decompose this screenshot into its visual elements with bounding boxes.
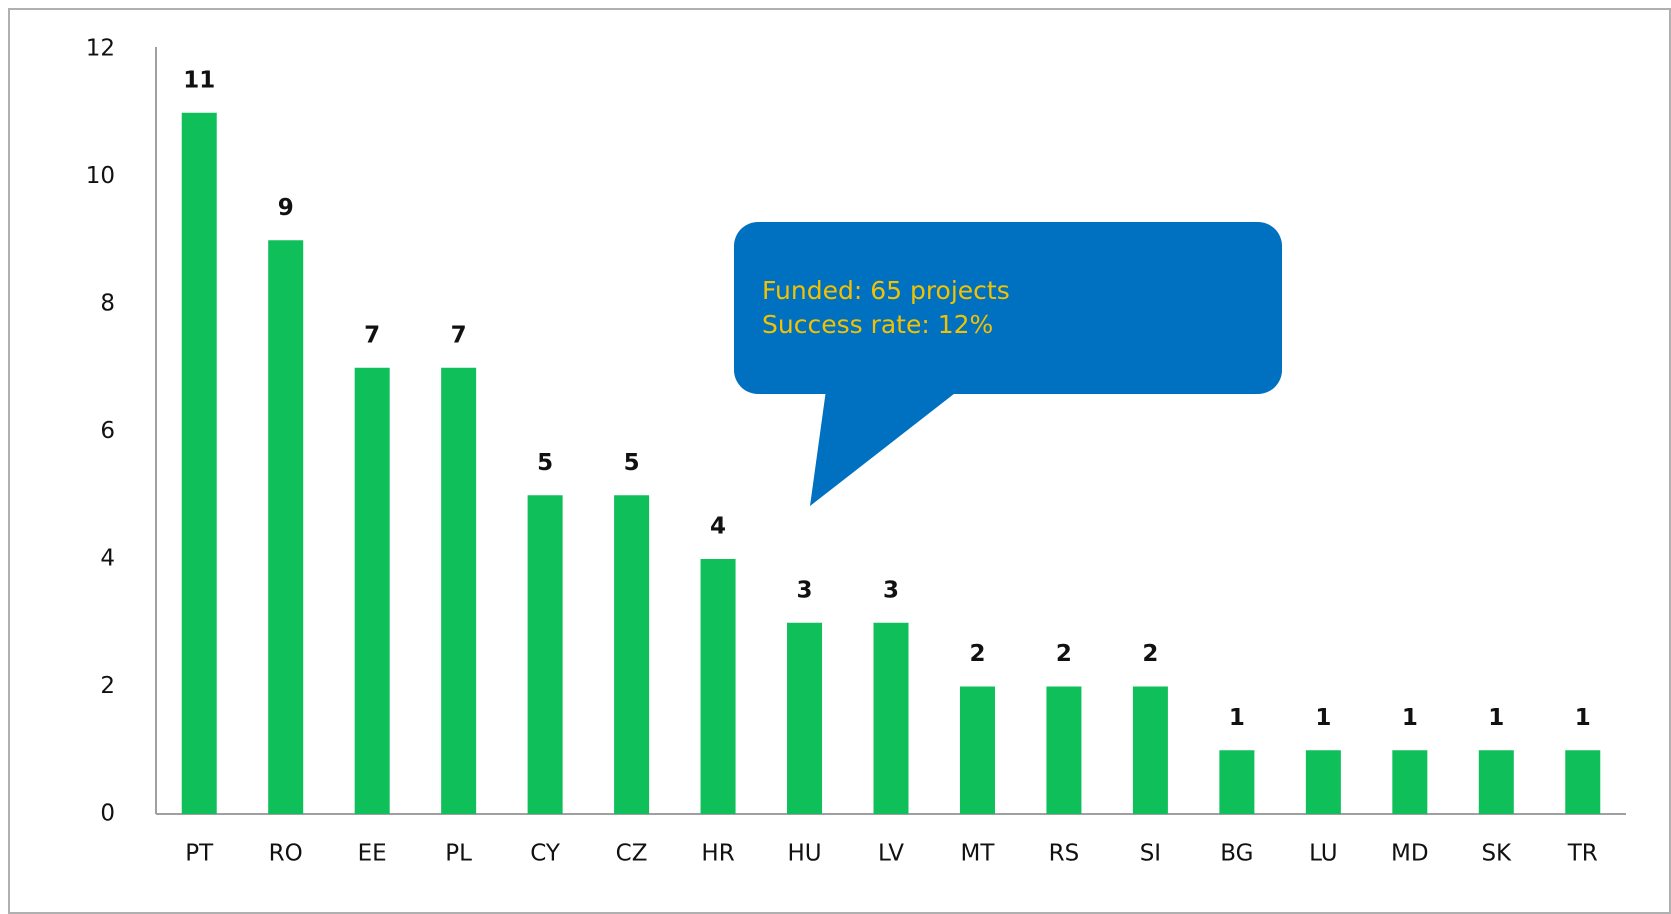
data-label: 7	[364, 322, 380, 348]
data-label: 5	[624, 450, 640, 476]
bar	[614, 495, 650, 814]
x-tick-label: RS	[1049, 841, 1080, 867]
x-tick-label: CZ	[616, 841, 648, 867]
x-tick-label: HU	[787, 841, 821, 867]
data-label: 11	[183, 67, 215, 93]
x-tick-label: HR	[701, 841, 734, 867]
x-tick-label: LV	[878, 841, 904, 867]
y-tick-label: 8	[100, 291, 115, 317]
x-tick-label: SK	[1481, 841, 1512, 867]
x-tick-label: RO	[269, 841, 303, 867]
x-tick-label: PT	[185, 841, 214, 867]
callout-tail	[810, 390, 959, 506]
y-tick-label: 4	[100, 546, 115, 572]
bar	[1478, 750, 1514, 814]
y-tick-label: 0	[100, 801, 115, 827]
data-label: 3	[797, 577, 813, 603]
bar	[1132, 686, 1168, 814]
data-label: 1	[1575, 705, 1591, 731]
x-tick-label: MD	[1391, 841, 1429, 867]
data-label: 4	[710, 514, 726, 540]
bar	[1046, 686, 1082, 814]
x-tick-label: BG	[1220, 841, 1253, 867]
x-tick-label: LU	[1309, 841, 1338, 867]
data-label: 2	[1142, 641, 1158, 667]
data-label: 1	[1402, 705, 1418, 731]
bar	[700, 559, 736, 814]
x-tick-label: TR	[1567, 841, 1598, 867]
annotation-line: Success rate: 12%	[762, 310, 993, 339]
y-tick-label: 2	[100, 673, 115, 699]
y-tick-label: 12	[86, 36, 115, 62]
data-label: 2	[969, 641, 985, 667]
data-label: 1	[1315, 705, 1331, 731]
bar	[787, 622, 823, 814]
bar	[1305, 750, 1341, 814]
data-label: 2	[1056, 641, 1072, 667]
data-label: 3	[883, 577, 899, 603]
frame	[8, 8, 1671, 914]
bar	[268, 240, 304, 814]
bar	[354, 367, 390, 814]
bar	[1565, 750, 1601, 814]
x-tick-label: CY	[530, 841, 561, 867]
x-tick-label: MT	[961, 841, 996, 867]
x-tick-label: EE	[358, 841, 387, 867]
bar	[959, 686, 995, 814]
y-tick-label: 10	[86, 163, 115, 189]
data-label: 1	[1488, 705, 1504, 731]
x-tick-label: SI	[1140, 841, 1161, 867]
annotation-line: Funded: 65 projects	[762, 276, 1010, 305]
bar	[873, 622, 909, 814]
callout-box	[734, 222, 1282, 394]
callout: Funded: 65 projects Success rate: 12%	[734, 222, 1282, 506]
bar	[527, 495, 563, 814]
x-tick-label: PL	[445, 841, 472, 867]
bar	[1219, 750, 1255, 814]
bar	[181, 112, 217, 814]
data-label: 1	[1229, 705, 1245, 731]
bar	[1392, 750, 1428, 814]
y-tick-label: 6	[100, 418, 115, 444]
bar	[441, 367, 477, 814]
data-label: 7	[451, 322, 467, 348]
data-label: 9	[278, 195, 294, 221]
data-label: 5	[537, 450, 553, 476]
